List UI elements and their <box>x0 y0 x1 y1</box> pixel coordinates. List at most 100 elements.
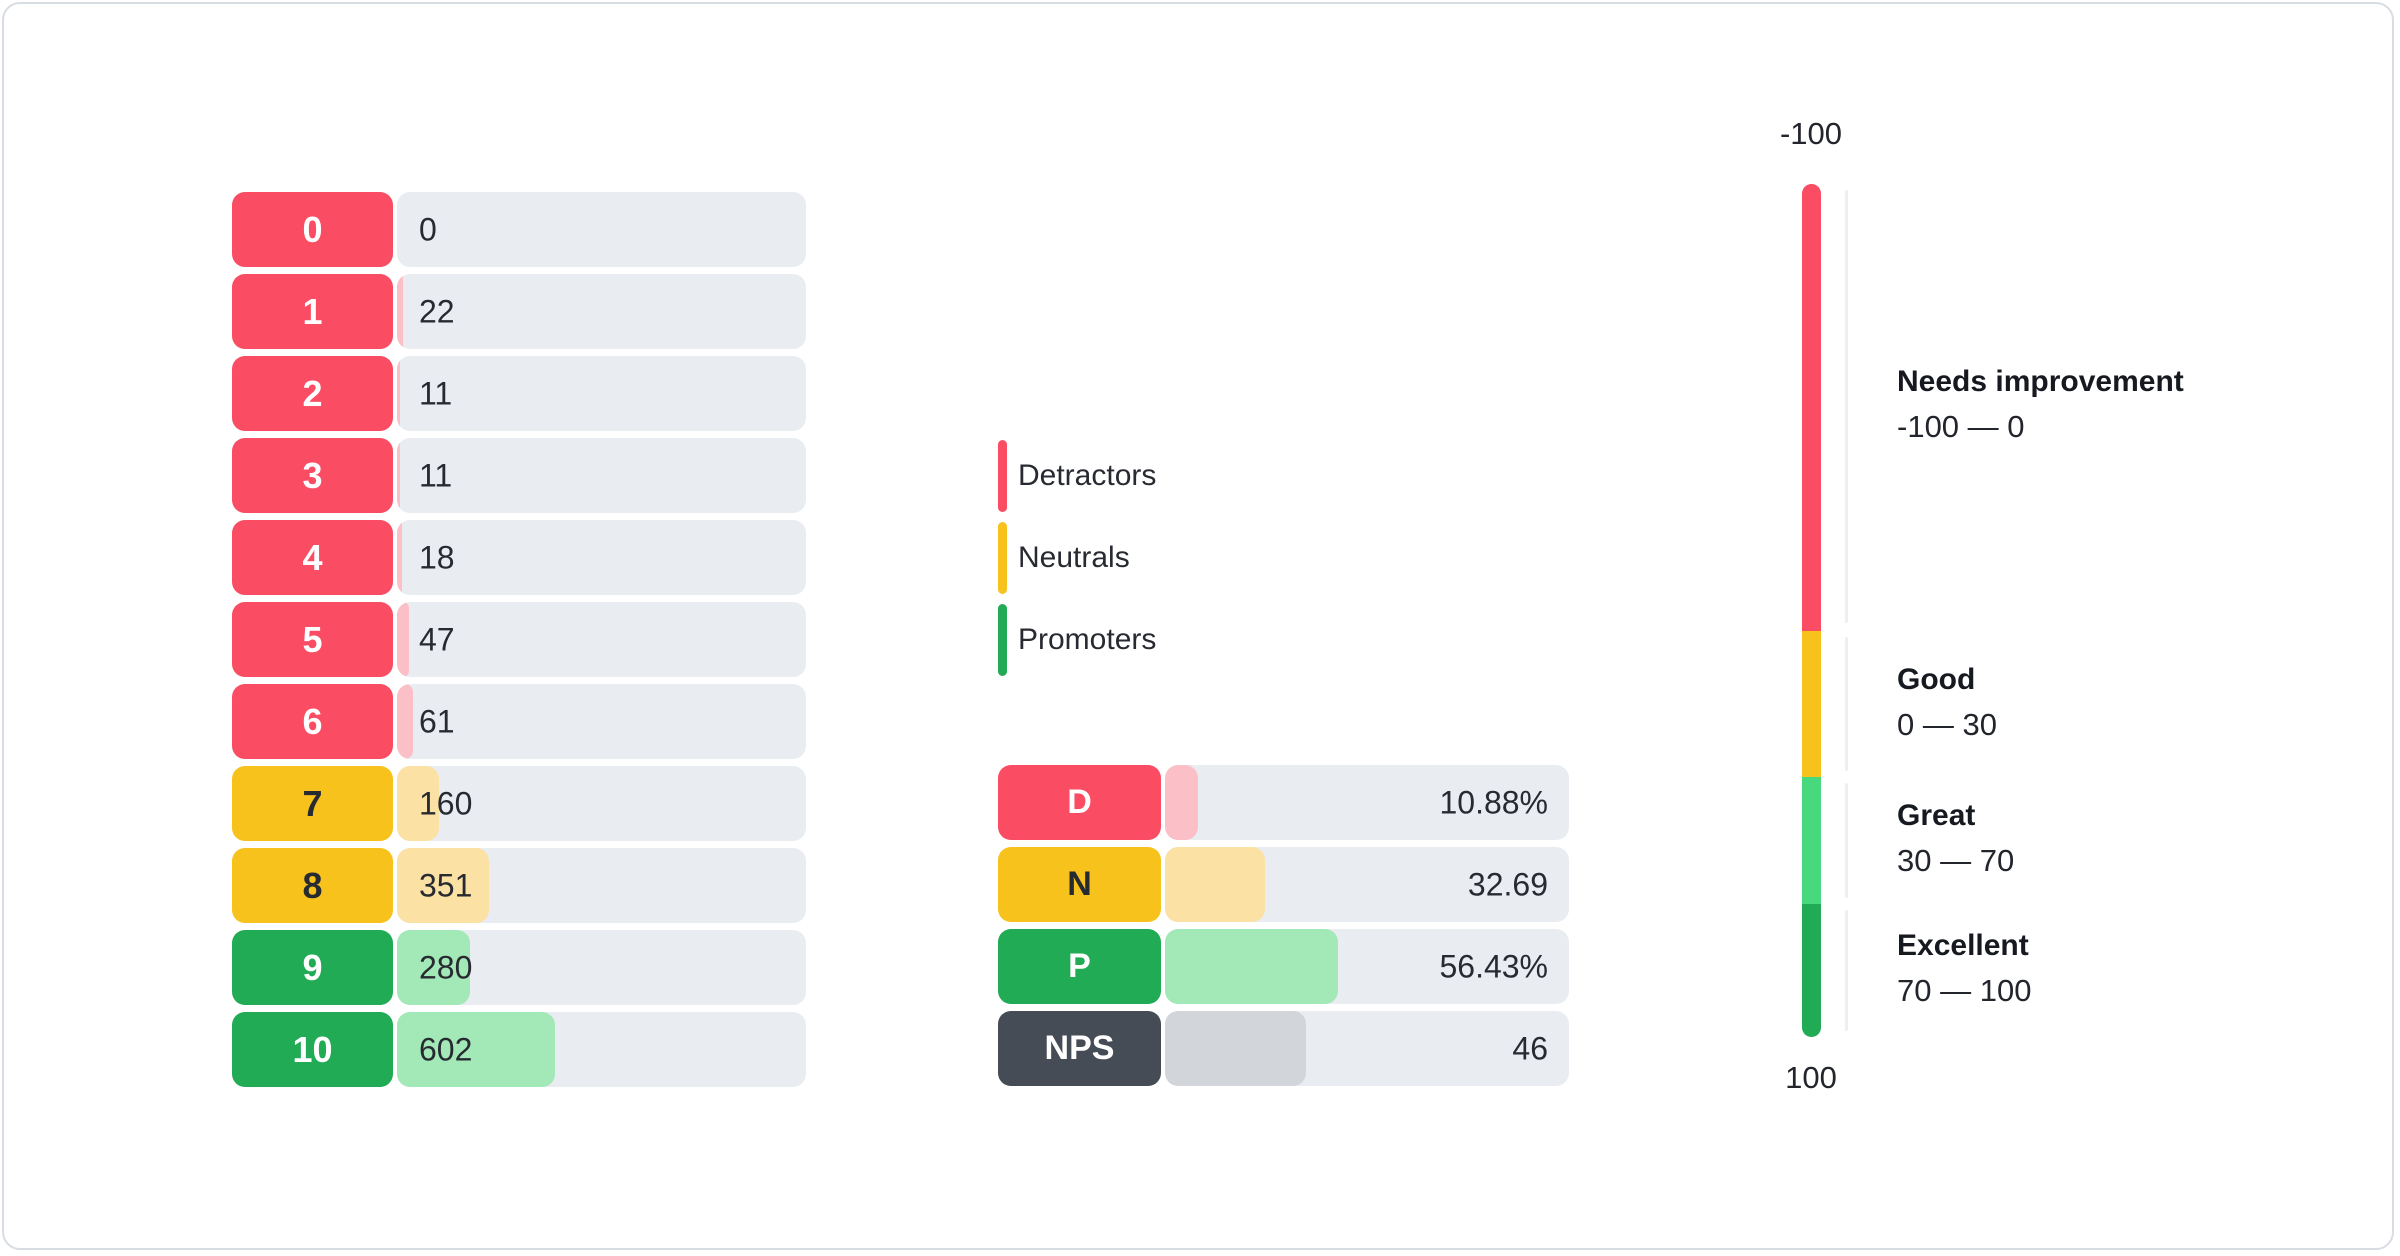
score-fill <box>397 438 400 513</box>
summary-fill <box>1165 1011 1307 1086</box>
score-row: 0 0 <box>232 192 806 267</box>
score-fill <box>397 930 471 1005</box>
zone-label-good: Good 0 — 30 <box>1897 662 1997 743</box>
score-count: 0 <box>419 211 437 247</box>
summary-track: 56.43% <box>1165 929 1569 1004</box>
score-label-0: 0 <box>232 192 393 267</box>
zone-label-great: Great 30 — 70 <box>1897 798 2014 879</box>
zone-title: Good <box>1897 663 1976 696</box>
summary-value: 10.88% <box>1439 784 1548 820</box>
zone-range: 70 — 100 <box>1897 973 2032 1008</box>
summary-fill <box>1165 765 1199 840</box>
score-count: 61 <box>419 703 455 739</box>
score-count: 351 <box>419 867 473 903</box>
detractors-swatch-icon <box>998 439 1007 512</box>
score-track: 22 <box>397 274 806 349</box>
summary-fill <box>1165 847 1266 922</box>
score-label-7: 7 <box>232 766 393 841</box>
gauge-zone-excellent <box>1802 904 1821 1037</box>
score-track: 280 <box>397 930 806 1005</box>
zone-range: 0 — 30 <box>1897 707 1997 742</box>
score-fill <box>397 848 489 923</box>
score-row: 1 22 <box>232 274 806 349</box>
summary-track: 46 <box>1165 1011 1569 1086</box>
nps-gauge-bar <box>1802 184 1821 1037</box>
score-track: 11 <box>397 356 806 431</box>
score-fill <box>397 766 439 841</box>
score-count: 280 <box>419 949 473 985</box>
score-fill <box>397 684 413 759</box>
score-row: 8 351 <box>232 848 806 923</box>
neutrals-swatch-icon <box>998 521 1007 594</box>
score-row: 7 160 <box>232 766 806 841</box>
score-fill <box>397 602 410 677</box>
score-label-2: 2 <box>232 356 393 431</box>
summary-row-detractors: D 10.88% <box>998 765 1569 840</box>
promoters-swatch-icon <box>998 603 1007 676</box>
zone-label-excellent: Excellent 70 — 100 <box>1897 928 2031 1009</box>
score-fill <box>397 520 402 595</box>
score-row: 9 280 <box>232 930 806 1005</box>
score-count: 160 <box>419 785 473 821</box>
score-track: 351 <box>397 848 806 923</box>
gauge-zone-needs-improvement <box>1802 184 1821 631</box>
score-distribution-chart: 0 0 1 22 2 11 3 11 <box>232 192 806 1094</box>
score-count: 11 <box>419 457 453 493</box>
score-label-5: 5 <box>232 602 393 677</box>
score-label-10: 10 <box>232 1012 393 1087</box>
score-count: 18 <box>419 539 455 575</box>
legend: Detractors Neutrals Promoters <box>998 438 1156 684</box>
score-row: 5 47 <box>232 602 806 677</box>
zone-range: 30 — 70 <box>1897 843 2015 878</box>
summary-track: 10.88% <box>1165 765 1569 840</box>
score-row: 10 602 <box>232 1012 806 1087</box>
summary-row-neutrals: N 32.69 <box>998 847 1569 922</box>
score-fill <box>397 356 400 431</box>
gauge-tick-line <box>1845 783 1848 898</box>
zone-title: Excellent <box>1897 929 2029 962</box>
summary-track: 32.69 <box>1165 847 1569 922</box>
score-label-4: 4 <box>232 520 393 595</box>
score-fill <box>397 274 403 349</box>
nps-summary-chart: D 10.88% N 32.69 P 56.43% NPS 46 <box>998 765 1569 1093</box>
score-track: 0 <box>397 192 806 267</box>
score-track: 11 <box>397 438 806 513</box>
summary-label-n: N <box>998 847 1161 922</box>
summary-fill <box>1165 929 1339 1004</box>
score-label-6: 6 <box>232 684 393 759</box>
score-count: 602 <box>419 1031 473 1067</box>
summary-value: 56.43% <box>1439 948 1548 984</box>
legend-item-neutrals: Neutrals <box>998 520 1156 595</box>
summary-row-promoters: P 56.43% <box>998 929 1569 1004</box>
summary-row-nps: NPS 46 <box>998 1011 1569 1086</box>
score-label-9: 9 <box>232 930 393 1005</box>
summary-label-d: D <box>998 765 1161 840</box>
summary-label-nps: NPS <box>998 1011 1161 1086</box>
gauge-max-label: -100 <box>1779 116 1843 151</box>
legend-label: Neutrals <box>1018 540 1130 574</box>
zone-title: Great <box>1897 799 1976 832</box>
score-count: 22 <box>419 293 455 329</box>
score-track: 61 <box>397 684 806 759</box>
score-fill <box>397 1012 555 1087</box>
gauge-tick-line <box>1845 910 1848 1031</box>
zone-title: Needs improvement <box>1897 365 2184 398</box>
score-row: 3 11 <box>232 438 806 513</box>
legend-item-promoters: Promoters <box>998 602 1156 677</box>
score-label-8: 8 <box>232 848 393 923</box>
score-track: 18 <box>397 520 806 595</box>
score-count: 47 <box>419 621 455 657</box>
summary-label-p: P <box>998 929 1161 1004</box>
gauge-zone-good <box>1802 631 1821 777</box>
score-row: 4 18 <box>232 520 806 595</box>
score-row: 6 61 <box>232 684 806 759</box>
legend-item-detractors: Detractors <box>998 438 1156 513</box>
legend-label: Detractors <box>1018 458 1157 492</box>
summary-value: 32.69 <box>1467 866 1548 902</box>
score-label-1: 1 <box>232 274 393 349</box>
gauge-zone-great <box>1802 777 1821 904</box>
gauge-tick-line <box>1845 637 1848 771</box>
score-track: 160 <box>397 766 806 841</box>
gauge-min-label: 100 <box>1785 1060 1837 1095</box>
